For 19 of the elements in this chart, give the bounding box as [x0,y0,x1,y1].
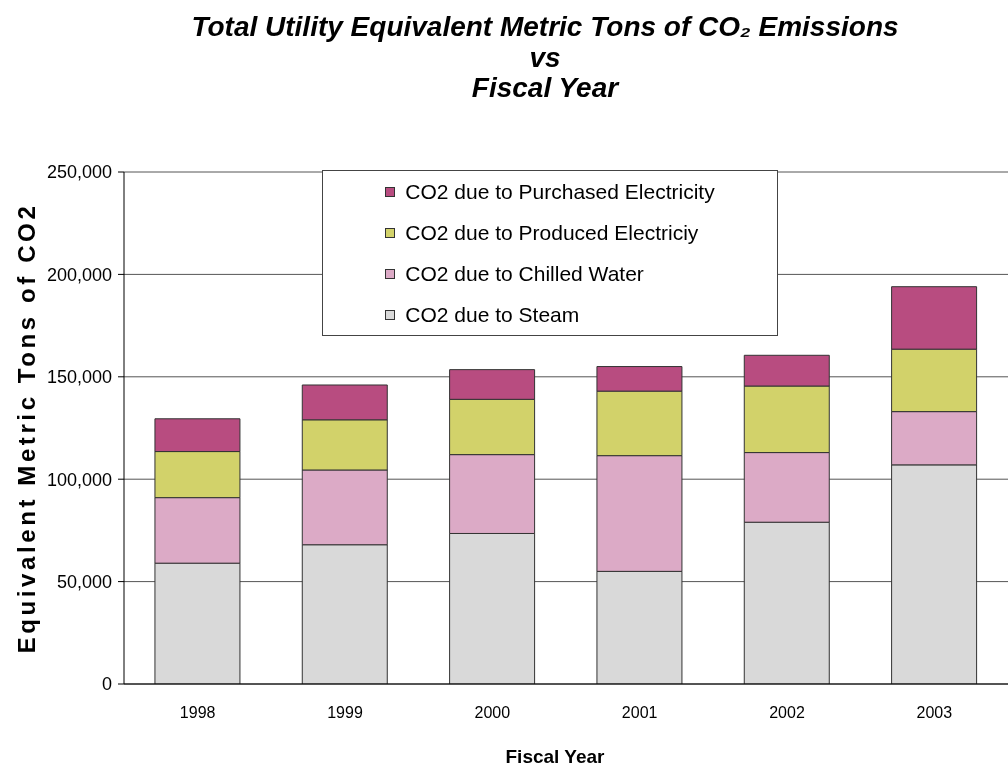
legend-label: CO2 due to Purchased Electricity [405,179,715,204]
y-tick-label: 50,000 [56,571,112,592]
x-tick-label: 2001 [621,704,658,722]
legend-label: CO2 due to Steam [405,302,580,327]
y-tick-label: 200,000 [46,264,112,285]
x-tick-label: 2000 [474,704,511,722]
y-tick-label: 100,000 [46,469,112,490]
y-tick-label: 0 [101,674,112,695]
legend-label: CO2 due to Produced Electriciy [405,220,699,245]
x-tick-label: 1999 [327,704,363,722]
legend-label: CO2 due to Chilled Water [405,261,644,286]
x-tick-label: 2003 [916,704,953,722]
y-tick-label: 250,000 [46,162,112,183]
x-axis-title: Fiscal Year [505,745,606,767]
x-tick-label: 2002 [769,704,805,722]
x-tick-label: 1998 [179,704,216,722]
y-axis-title: Equivalent Metric Tons of CO2 [12,202,40,654]
y-tick-label: 150,000 [46,367,112,388]
chart-title: Total Utility Equivalent Metric Tons of CO₂ Emissions vs Fiscal Year [190,11,900,104]
